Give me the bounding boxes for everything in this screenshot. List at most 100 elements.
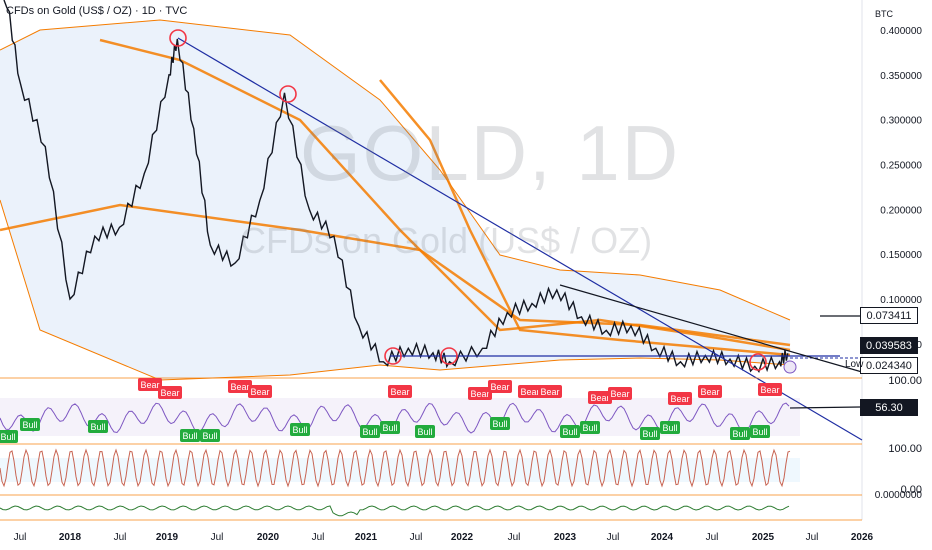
trendline-black [559,284,863,373]
price-tag-resistance: 0.073411 [860,307,918,324]
x-tick-label: 2018 [59,532,82,543]
x-tick-label: Jul [410,532,423,543]
y-tick-label: 0.300000 [880,116,922,127]
bull-label-bg-12 [580,421,600,434]
bull-label-13: Bull [642,429,657,439]
bear-label-bg-11 [608,387,632,400]
x-tick-label: Jul [607,532,620,543]
pivot-circle-2 [279,85,297,103]
stoch-tick-label-top: 100.00 [888,443,922,455]
currency-label: BTC [875,9,893,19]
bear-label-bg-3 [228,380,252,393]
x-tick-label: Jul [508,532,521,543]
x-tick-label: Jul [806,532,819,543]
band-lower [0,199,791,381]
bear-label-bg-8 [518,385,542,398]
bull-label-bg-3 [88,420,108,433]
bull-label-bg-14 [660,421,680,434]
bull-label-9: Bull [417,427,432,437]
bull-label-4: Bull [182,431,197,441]
y-tick-label: 0.100000 [880,295,922,306]
bull-label-bg-2 [0,430,18,443]
x-tick-label: 2020 [257,532,280,543]
bull-label-1: Bull [22,420,37,430]
chart-title[interactable]: CFDs on Gold (US$ / OZ) · 1D · TVC [6,5,188,17]
price-tag-low: 0.024340 [860,357,918,374]
bear-label-2: Bear [160,388,179,398]
bear-label-11: Bear [610,389,629,399]
bull-label-bg-4 [180,429,200,442]
oscillator-tick-label: 0.0000000 [875,490,923,501]
watermark-symbol: GOLD, 1D [300,109,681,197]
stoch-line [0,448,791,488]
bull-label-11: Bull [562,427,577,437]
x-tick-label: 2026 [851,532,874,543]
y-tick-label: 0.150000 [880,250,922,261]
bear-label-1: Bear [140,380,159,390]
price-tag-last: 0.039583 [860,337,918,354]
bull-label-5: Bull [202,431,217,441]
bear-label-bg-7 [488,380,512,393]
x-tick-label: 2024 [651,532,674,543]
y-tick-label: 0.200000 [880,205,922,216]
bear-label-bg-9 [538,385,562,398]
price-series-line [3,0,789,373]
alert-icon [783,360,797,374]
bear-label-13: Bear [700,387,719,397]
pivot-circle-5 [384,347,402,365]
bull-label-15: Bull [732,429,747,439]
bear-label-12: Bear [670,394,689,404]
bear-label-bg-1 [138,378,162,391]
rsi-tick-label: 100.00 [888,375,922,387]
bear-label-3: Bear [230,382,249,392]
bull-label-14: Bull [662,423,677,433]
bull-label-bg-10 [490,417,510,430]
bear-label-9: Bear [540,387,559,397]
rsi-value-tag: 56.30 [860,399,918,416]
y-tick-label: 0.250000 [880,161,922,172]
band-fill [0,20,790,380]
bull-label-bg-8 [380,421,400,434]
pivot-circle-4 [749,353,767,371]
x-tick-label: 2025 [752,532,775,543]
rsi-marker-line [789,406,861,409]
bull-label-bg-13 [640,427,660,440]
trendline-main [177,37,863,441]
y-tick-label: 0.350000 [880,71,922,82]
bear-label-bg-4 [248,385,272,398]
bull-label-bg-11 [560,425,580,438]
bull-label-bg-5 [200,429,220,442]
band-upper [0,19,791,321]
bear-label-bg-6 [468,387,492,400]
bear-label-bg-14 [758,383,782,396]
oscillator-line [0,505,790,517]
x-tick-label: Jul [114,532,127,543]
low-label: Low [845,359,864,370]
x-tick-label: 2021 [355,532,378,543]
bull-label-6: Bull [292,425,307,435]
bull-label-bg-7 [360,425,380,438]
ma-line-2 [99,38,791,352]
bull-label-3: Bull [90,422,105,432]
x-tick-label: Jul [14,532,27,543]
stoch-tick-label-bottom: 0.00 [901,484,922,496]
bear-label-8: Bear [520,387,539,397]
ma-line-3 [379,79,791,357]
bull-label-2: Bull [0,432,15,442]
bull-label-bg-9 [415,425,435,438]
bear-label-10: Bear [590,393,609,403]
pivot-circle-3 [440,347,458,365]
bear-label-7: Bear [490,382,509,392]
price-axis-area [862,0,932,550]
y-tick-label: 0.400000 [880,26,922,37]
bull-label-12: Bull [582,423,597,433]
bear-label-14: Bear [760,385,779,395]
bear-label-4: Bear [250,387,269,397]
x-tick-label: 2023 [554,532,577,543]
bull-label-10: Bull [492,419,507,429]
bear-label-bg-13 [698,385,722,398]
bull-label-16: Bull [752,427,767,437]
x-tick-label: Jul [211,532,224,543]
